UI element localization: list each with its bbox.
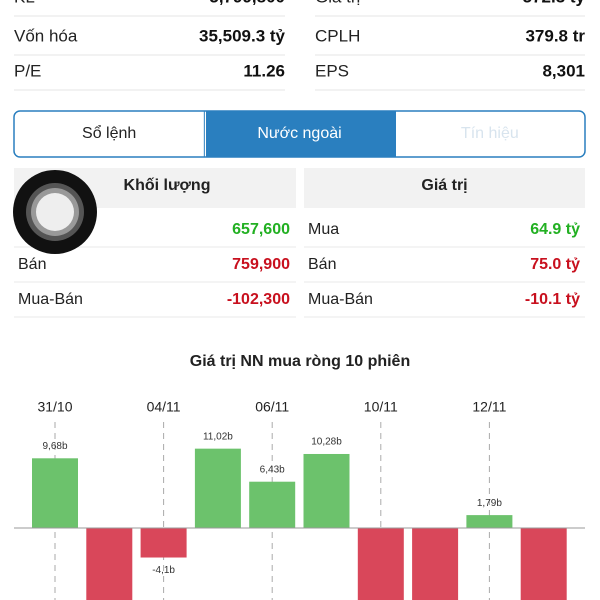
row-label: Bán — [308, 256, 336, 273]
stat-value: 379.8 tr — [525, 26, 585, 45]
row-value: -102,300 — [227, 291, 290, 308]
x-tick-label: 10/11 — [364, 399, 398, 415]
tab[interactable]: Tín hiệu — [461, 125, 519, 142]
row-label: Mua — [308, 221, 339, 238]
stat-label: EPS — [315, 61, 349, 80]
row-label: Mua-Bán — [18, 291, 83, 308]
bar — [194, 448, 241, 528]
stat-label: CPLH — [315, 26, 360, 45]
bar — [520, 528, 567, 600]
bar — [466, 515, 513, 528]
x-tick-label: 04/11 — [147, 399, 181, 415]
data-label: 10,28b — [311, 437, 342, 448]
row-value: -10.1 tỷ — [525, 291, 580, 308]
bar — [357, 528, 404, 600]
stat-label: P/E — [14, 61, 41, 80]
active-tab-bg — [206, 111, 396, 157]
stat-label: Giá trị — [315, 0, 360, 6]
data-label: 9,68b — [42, 441, 67, 452]
row-value: 759,900 — [232, 256, 290, 273]
data-label: 6,43b — [260, 464, 285, 475]
stat-label: Vốn hóa — [14, 26, 78, 45]
data-label: 11,02b — [203, 431, 233, 442]
data-label: -4,1b — [152, 565, 175, 576]
x-tick-label: 31/10 — [37, 399, 72, 415]
stat-value: 572.3 tỷ — [523, 0, 586, 6]
chart-title: Giá trị NN mua ròng 10 phiên — [190, 353, 410, 370]
bar — [86, 528, 133, 600]
assistive-button[interactable] — [13, 170, 97, 254]
column-header: Khối lượng — [124, 177, 211, 194]
bar — [303, 453, 350, 528]
stat-value: 35,509.3 tỷ — [199, 26, 286, 45]
row-value: 64.9 tỷ — [530, 221, 580, 238]
stat-value: 8,301 — [542, 61, 585, 80]
row-value: 75.0 tỷ — [530, 256, 580, 273]
x-tick-label: 12/11 — [472, 399, 506, 415]
row-label: Mua-Bán — [308, 291, 373, 308]
header-bg — [304, 168, 585, 208]
row-value: 657,600 — [232, 221, 290, 238]
row-label: Bán — [18, 256, 46, 273]
stat-value: 5,799,800 — [209, 0, 285, 6]
column-header: Giá trị — [421, 177, 467, 194]
bar — [412, 528, 459, 600]
bar — [140, 528, 187, 558]
data-label: 1,79b — [477, 498, 502, 509]
x-tick-label: 06/11 — [255, 399, 289, 415]
tab[interactable]: Nước ngoài — [257, 125, 341, 142]
bar — [249, 481, 296, 528]
tab[interactable]: Sổ lệnh — [82, 124, 136, 142]
stat-value: 11.26 — [243, 61, 285, 80]
stat-label: KL — [14, 0, 35, 6]
bar — [32, 458, 78, 528]
